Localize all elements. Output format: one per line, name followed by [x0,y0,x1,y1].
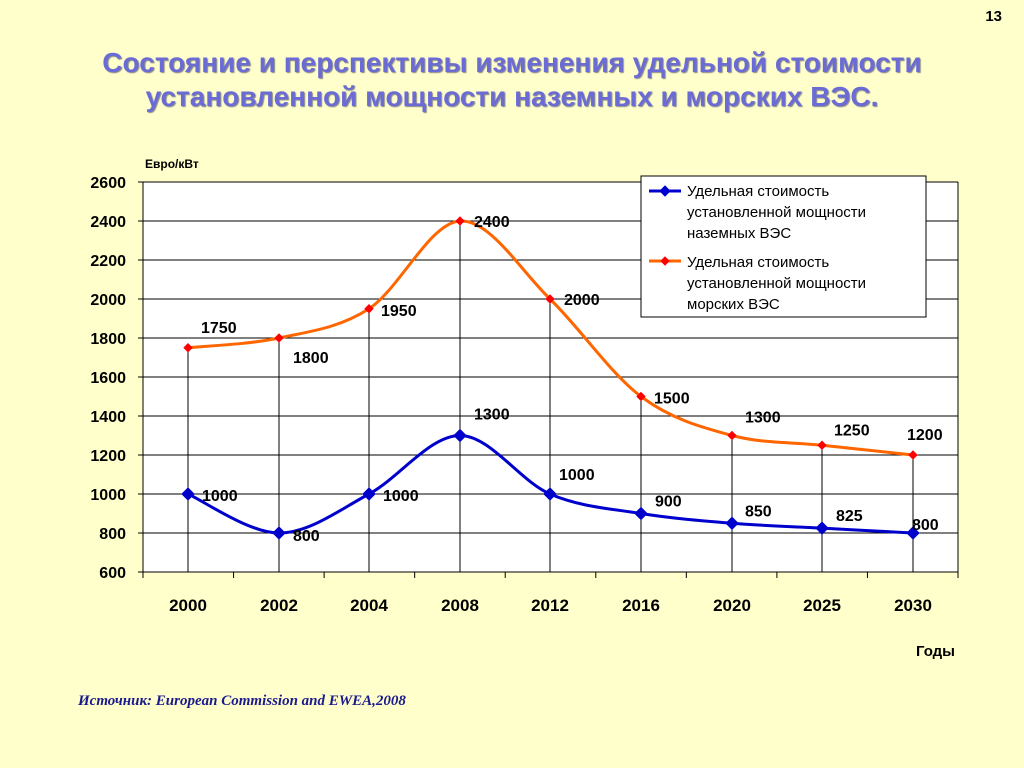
x-axis-title: Годы [916,643,955,660]
onshore-data-label: 1000 [383,488,419,505]
legend-box [640,175,927,318]
offshore-data-label: 1200 [907,427,943,444]
y-tick-label: 1200 [90,448,126,465]
onshore-data-label: 800 [912,517,939,534]
page-number: 13 [985,8,1002,25]
onshore-point [906,526,920,540]
y-tick-label: 2200 [90,253,126,270]
x-tick-label: 2002 [260,596,298,615]
x-tick-label: 2012 [531,596,569,615]
y-tick-label: 1400 [90,409,126,426]
onshore-point [453,428,467,443]
legend-onshore-label: установленной мощности [687,204,866,221]
offshore-point [908,450,918,460]
offshore-data-label: 2400 [474,214,510,231]
onshore-data-label: 1300 [474,407,510,424]
onshore-point [815,521,829,535]
onshore-point [725,516,739,530]
onshore-point [181,487,195,501]
offshore-point [364,304,374,314]
y-tick-label: 600 [99,565,126,582]
onshore-data-label: 1000 [559,467,595,484]
offshore-point [545,294,555,304]
legend-onshore-marker [659,185,671,197]
onshore-data-label: 850 [745,503,772,520]
onshore-data-label: 1000 [202,488,238,505]
x-tick-label: 2008 [441,596,479,615]
slide-title: Состояние и перспективы изменения удельн… [40,46,984,114]
offshore-data-label: 1800 [293,350,329,367]
onshore-point [543,487,557,501]
offshore-point [817,440,827,450]
legend-offshore-label: морских ВЭС [687,296,780,313]
onshore-data-label: 800 [293,528,320,545]
x-tick-label: 2004 [350,596,388,615]
x-tick-label: 2020 [713,596,751,615]
onshore-point [362,487,376,501]
y-tick-label: 2600 [90,175,126,192]
legend-onshore-label: наземных ВЭС [687,225,791,242]
offshore-data-label: 2000 [564,292,600,309]
y-tick-label: 2000 [90,292,126,309]
onshore-point [272,526,286,540]
y-tick-label: 2400 [90,214,126,231]
offshore-data-label: 1300 [745,410,781,427]
x-tick-label: 2000 [169,596,207,615]
offshore-data-label: 1950 [381,303,417,320]
onshore-data-label: 900 [655,494,682,511]
x-tick-label: 2016 [622,596,660,615]
y-tick-label: 1000 [90,487,126,504]
y-tick-label: 800 [99,526,126,543]
series-onshore-line [187,433,914,535]
offshore-point [183,343,193,353]
legend-onshore-label: Удельная стоимость [687,183,829,200]
x-tick-label: 2030 [894,596,932,615]
offshore-point [274,333,284,343]
title-line-1: Состояние и перспективы изменения удельн… [102,47,922,78]
offshore-data-label: 1750 [201,320,237,337]
source-note: Источник: European Commission and EWEA,2… [78,693,406,709]
offshore-point [455,216,465,226]
offshore-data-label: 1250 [834,422,870,439]
offshore-data-label: 1500 [654,391,690,408]
title-line-2: установленной мощности наземных и морски… [145,81,879,112]
y-tick-label: 1600 [90,370,126,387]
onshore-data-label: 825 [836,508,863,525]
y-axis-title: Евро/кВт [145,157,199,171]
offshore-point [636,391,646,402]
onshore-point [634,506,648,521]
legend-offshore-label: установленной мощности [687,275,866,292]
offshore-point [727,430,737,441]
y-tick-label: 1800 [90,331,126,348]
legend-offshore-label: Удельная стоимость [687,254,829,271]
x-tick-label: 2025 [803,596,841,615]
legend-offshore-marker [660,256,670,266]
